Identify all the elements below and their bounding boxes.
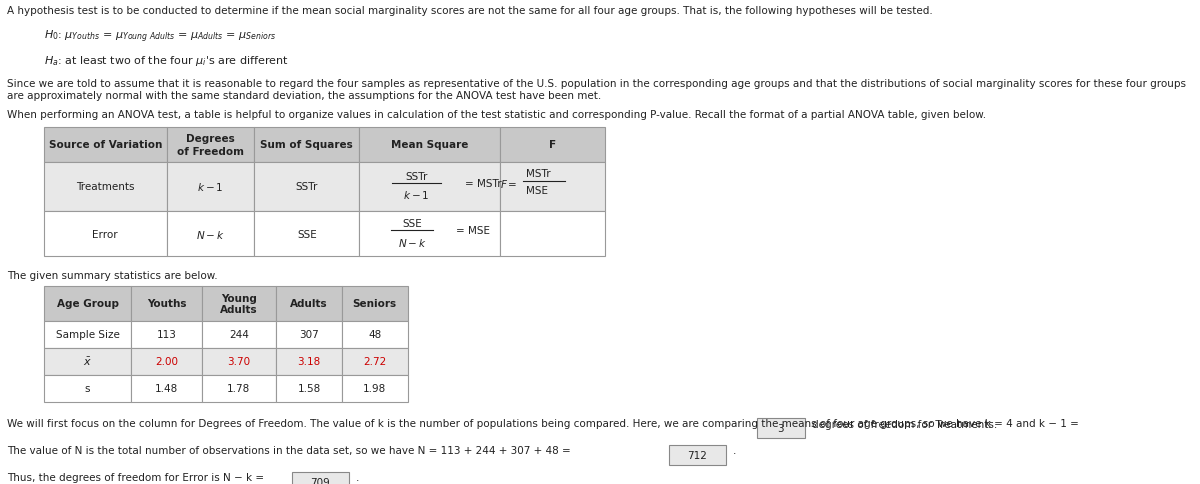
Text: $k - 1$: $k - 1$ — [197, 181, 223, 193]
Text: Adults: Adults — [290, 299, 328, 309]
Text: s: s — [85, 383, 90, 393]
Text: A hypothesis test is to be conducted to determine if the mean social marginality: A hypothesis test is to be conducted to … — [7, 6, 932, 16]
Bar — [342, 287, 408, 321]
Text: $H_0$: $\mu_{Youths}$ = $\mu_{Young\ Adults}$ = $\mu_{Adults}$ = $\mu_{Seniors}$: $H_0$: $\mu_{Youths}$ = $\mu_{Young\ Adu… — [44, 29, 276, 45]
Text: 1.48: 1.48 — [155, 383, 178, 393]
Bar — [342, 348, 408, 375]
Bar — [360, 212, 499, 257]
Bar — [44, 162, 167, 212]
Bar — [668, 445, 726, 465]
Bar — [202, 348, 276, 375]
Bar — [292, 472, 349, 484]
Text: $\bar{x}$: $\bar{x}$ — [83, 355, 92, 367]
Bar — [254, 128, 360, 162]
Text: Youths: Youths — [146, 299, 186, 309]
Bar — [167, 212, 254, 257]
Text: Error: Error — [92, 229, 118, 239]
Text: We will first focus on the column for Degrees of Freedom. The value of k is the : We will first focus on the column for De… — [7, 418, 1079, 428]
Text: 1.58: 1.58 — [298, 383, 320, 393]
Bar — [132, 375, 202, 402]
Bar — [342, 321, 408, 348]
Bar — [254, 162, 360, 212]
Text: degrees of freedom for Treatments.: degrees of freedom for Treatments. — [811, 419, 997, 429]
Bar — [44, 287, 132, 321]
Bar — [132, 287, 202, 321]
Text: $N - k$: $N - k$ — [397, 236, 426, 248]
Bar — [167, 162, 254, 212]
Text: SSE: SSE — [296, 229, 317, 239]
Text: F: F — [548, 140, 556, 150]
Bar — [276, 287, 342, 321]
Text: 307: 307 — [299, 330, 319, 339]
Bar — [167, 128, 254, 162]
Bar — [499, 162, 605, 212]
Text: 113: 113 — [157, 330, 176, 339]
Text: MSE: MSE — [526, 185, 548, 195]
Text: MSTr: MSTr — [526, 169, 551, 179]
Text: Since we are told to assume that it is reasonable to regard the four samples as : Since we are told to assume that it is r… — [7, 79, 1186, 101]
Text: = MSE: = MSE — [456, 226, 490, 236]
Text: 2.00: 2.00 — [155, 356, 178, 366]
Bar — [202, 287, 276, 321]
Bar — [44, 128, 167, 162]
Text: Young
Adults: Young Adults — [220, 293, 258, 315]
Text: SSTr: SSTr — [406, 172, 427, 182]
Text: $k - 1$: $k - 1$ — [403, 189, 430, 201]
Bar — [276, 348, 342, 375]
Bar — [44, 321, 132, 348]
Text: 3.18: 3.18 — [298, 356, 320, 366]
Bar — [202, 321, 276, 348]
Text: $H_a$: at least two of the four $\mu_i$'s are different: $H_a$: at least two of the four $\mu_i$'… — [44, 54, 288, 68]
Bar — [276, 375, 342, 402]
Text: 3: 3 — [778, 423, 784, 433]
Bar — [44, 212, 167, 257]
Bar — [254, 212, 360, 257]
Bar — [276, 321, 342, 348]
Text: When performing an ANOVA test, a table is helpful to organize values in calculat: When performing an ANOVA test, a table i… — [7, 110, 986, 120]
Text: Treatments: Treatments — [76, 182, 134, 192]
Text: Sample Size: Sample Size — [55, 330, 120, 339]
Text: 712: 712 — [688, 450, 707, 460]
Bar — [44, 375, 132, 402]
Text: 244: 244 — [229, 330, 248, 339]
Text: The value of N is the total number of observations in the data set, so we have N: The value of N is the total number of ob… — [7, 445, 571, 455]
Text: = MSTr: = MSTr — [464, 179, 502, 188]
Bar — [360, 128, 499, 162]
Text: Degrees
of Freedom: Degrees of Freedom — [176, 134, 244, 156]
Text: The given summary statistics are below.: The given summary statistics are below. — [7, 271, 217, 280]
Bar — [499, 128, 605, 162]
Text: 709: 709 — [311, 477, 330, 484]
Text: 1.78: 1.78 — [227, 383, 251, 393]
Text: Age Group: Age Group — [56, 299, 119, 309]
Bar — [132, 348, 202, 375]
Text: SSE: SSE — [402, 219, 422, 229]
Text: .: . — [733, 445, 737, 455]
Text: Thus, the degrees of freedom for Error is N − k =: Thus, the degrees of freedom for Error i… — [7, 472, 264, 482]
Text: $N - k$: $N - k$ — [196, 228, 224, 241]
Text: 2.72: 2.72 — [364, 356, 386, 366]
Text: $F =$: $F =$ — [499, 178, 517, 189]
Bar — [202, 375, 276, 402]
Bar — [360, 162, 499, 212]
Text: 3.70: 3.70 — [227, 356, 251, 366]
Text: 1.98: 1.98 — [364, 383, 386, 393]
Text: Mean Square: Mean Square — [391, 140, 468, 150]
Text: Source of Variation: Source of Variation — [48, 140, 162, 150]
Bar — [756, 418, 805, 438]
Bar — [342, 375, 408, 402]
Text: 48: 48 — [368, 330, 382, 339]
Text: SSTr: SSTr — [295, 182, 318, 192]
Bar — [132, 321, 202, 348]
Bar — [499, 212, 605, 257]
Bar — [44, 348, 132, 375]
Text: .: . — [356, 472, 359, 482]
Text: Seniors: Seniors — [353, 299, 397, 309]
Text: Sum of Squares: Sum of Squares — [260, 140, 353, 150]
